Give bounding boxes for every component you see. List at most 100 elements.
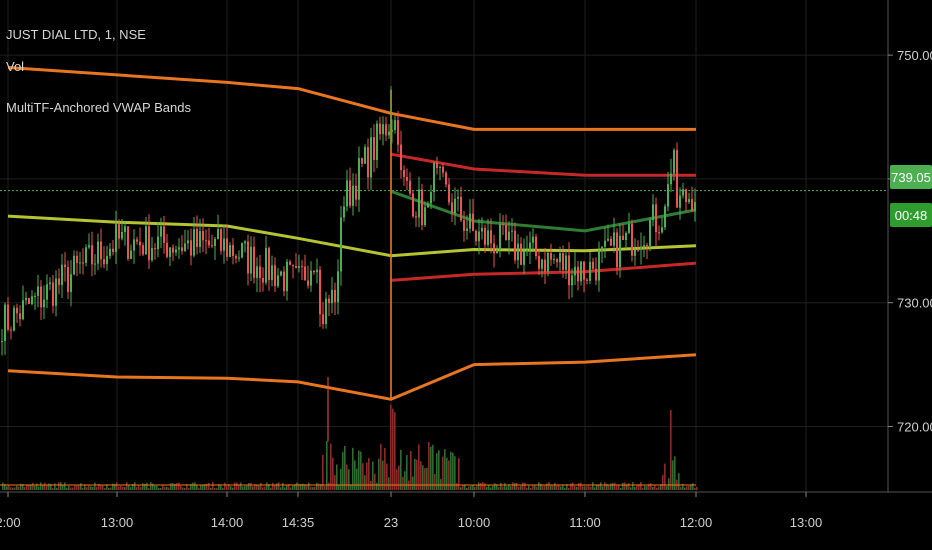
volume-bar — [362, 463, 364, 490]
candle-body — [634, 249, 636, 256]
candle-body — [529, 242, 531, 251]
candle-body — [361, 158, 363, 164]
volume-bar — [572, 482, 574, 490]
volume-bar — [606, 483, 608, 490]
candle-body — [334, 289, 336, 303]
volume-bar — [492, 485, 494, 490]
volume-bar — [420, 461, 422, 490]
candle-body — [259, 266, 261, 278]
volume-bar — [588, 485, 590, 490]
candle-body — [229, 245, 231, 257]
volume-bar — [690, 484, 692, 490]
volume-bar — [244, 485, 246, 490]
volume-bar — [388, 477, 390, 490]
volume-bar — [238, 484, 240, 490]
volume-bar — [570, 483, 572, 490]
volume-bar — [32, 482, 34, 490]
volume-bar — [44, 482, 46, 490]
candle-body — [283, 271, 285, 292]
volume-bar — [636, 485, 638, 490]
volume-bar — [472, 484, 474, 490]
time-axis[interactable]: 2:00 13:00 14:00 14:35 23 10:00 11:00 12:00 13:0… — [0, 492, 822, 530]
candle-body — [484, 227, 486, 245]
volume-bar — [126, 482, 128, 490]
volume-bar — [34, 485, 36, 490]
candle-body — [526, 250, 528, 252]
candle-body — [445, 172, 447, 185]
volume-bar — [176, 482, 178, 490]
candle-body — [205, 240, 207, 242]
volume-bar — [520, 485, 522, 490]
volume-bar — [328, 482, 330, 490]
volume-bar — [286, 485, 288, 490]
candle-body — [103, 259, 105, 265]
volume-bar — [124, 487, 126, 490]
volume-bar — [478, 482, 480, 490]
volume-bar — [680, 486, 682, 490]
volume-bar — [474, 486, 476, 490]
candle-body — [568, 255, 570, 286]
volume-bar — [266, 482, 268, 490]
volume-bar — [686, 486, 688, 490]
volume-bar — [264, 486, 266, 490]
vwap-band-line-1 — [7, 214, 697, 258]
volume-bar — [148, 487, 150, 490]
price-axis[interactable]: 750.00740.00730.00720.00 — [888, 48, 932, 434]
candle-body — [454, 198, 456, 214]
volume-bar — [578, 483, 580, 490]
candle-body — [688, 199, 690, 203]
volume-bar — [114, 483, 116, 490]
volume-bar — [116, 482, 118, 490]
candle-body — [142, 245, 144, 255]
indicator-legend[interactable]: MultiTF-Anchored VWAP Bands — [6, 100, 191, 115]
last-price-badge-bg — [890, 165, 932, 189]
volume-bar — [510, 486, 512, 490]
volume-bar — [24, 486, 26, 490]
volume-bar — [184, 487, 186, 490]
symbol-legend[interactable]: JUST DIAL LTD, 1, NSE — [6, 27, 146, 42]
candle-body — [409, 180, 411, 194]
volume-bar — [190, 483, 192, 490]
last-price-badge: 739.05 — [890, 165, 932, 189]
volume-bar — [204, 484, 206, 490]
volume-bar — [620, 487, 622, 490]
volume-bar — [516, 482, 518, 490]
candle-body — [451, 202, 453, 214]
volume-bar — [74, 485, 76, 490]
candle-body — [388, 131, 390, 136]
volume-bar — [304, 484, 306, 490]
candle-body — [694, 202, 696, 211]
candle-body — [640, 246, 642, 250]
time-tick-label: 10:00 — [458, 515, 491, 530]
candle-body — [541, 259, 543, 269]
volume-bar — [66, 487, 68, 490]
volume-bar — [500, 482, 502, 490]
candle-body — [82, 262, 84, 264]
candle-body — [31, 296, 33, 305]
volume-bar — [528, 485, 530, 490]
candle-body — [550, 252, 552, 260]
candle-body — [280, 271, 282, 276]
volume-bar — [142, 483, 144, 490]
candle-body — [274, 265, 276, 287]
vwap-band-line-4 — [390, 189, 697, 233]
volume-bar — [688, 486, 690, 490]
volume-bar — [504, 483, 506, 490]
volume-bar — [480, 482, 482, 490]
candle-body — [46, 284, 48, 300]
volume-bar — [84, 484, 86, 490]
volume-bar — [224, 482, 226, 490]
volume-bar — [64, 482, 66, 490]
candle-body — [154, 248, 156, 250]
volume-legend[interactable]: Vol — [6, 59, 25, 74]
volume-bar — [490, 487, 492, 490]
volume-bar — [106, 484, 108, 490]
volume-bar — [418, 444, 420, 490]
candle-body — [628, 223, 630, 233]
candle-body — [187, 240, 189, 244]
candle-body — [400, 144, 402, 171]
candle-body — [313, 270, 315, 273]
candle-body — [463, 220, 465, 231]
volume-bar — [436, 453, 438, 490]
